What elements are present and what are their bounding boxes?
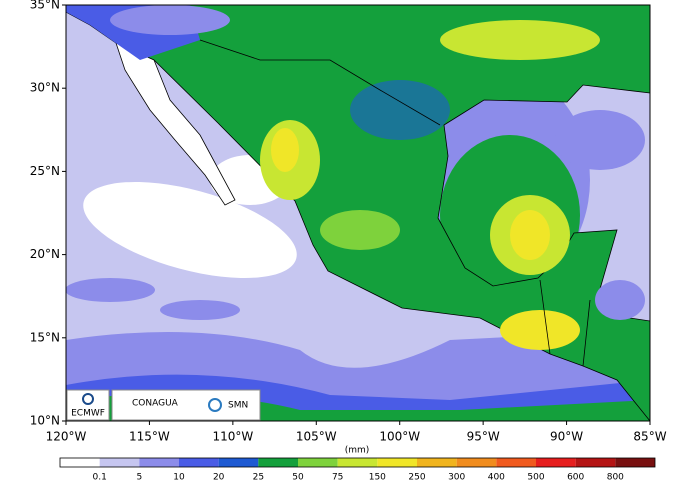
colorbar-box (60, 458, 100, 467)
wet-land (500, 310, 580, 350)
colorbar-box (575, 458, 616, 467)
dry-area (595, 280, 645, 320)
map-area: ECMWF CONAGUA SMN (66, 5, 650, 421)
wet-land (271, 128, 299, 172)
logo-strip: ECMWF CONAGUA SMN (66, 389, 261, 421)
y-tick-label: 35°N (30, 0, 60, 12)
colorbar-box (496, 458, 536, 467)
colorbar-box (377, 458, 417, 467)
colorbar-box (99, 458, 140, 467)
colorbar-label: 300 (448, 473, 465, 483)
wet-land (440, 20, 600, 60)
colorbar-label: 50 (292, 473, 304, 483)
x-tick-label: 90°W (550, 430, 583, 444)
colorbar-box (536, 458, 576, 467)
y-tick-label: 20°N (30, 247, 60, 261)
y-tick-label: 15°N (30, 330, 60, 344)
colorbar-box (298, 458, 338, 467)
colorbar-box (179, 458, 219, 467)
logo-text: CONAGUA (132, 399, 179, 409)
colorbar-box (417, 458, 457, 467)
colorbar-label: 250 (408, 473, 425, 483)
dry-area (83, 182, 297, 278)
wet-land (320, 210, 400, 250)
colorbar-box (337, 458, 378, 467)
wet-band (160, 300, 240, 320)
colorbar-label: 10 (173, 473, 185, 483)
gulf-rain (555, 110, 645, 170)
border (539, 279, 591, 367)
colorbar-box (218, 458, 259, 467)
colorbar-box (456, 458, 497, 467)
y-tick-label: 25°N (30, 164, 60, 178)
logo-box (111, 389, 261, 421)
colorbar-box (615, 458, 655, 467)
logo-icon (208, 398, 222, 412)
colorbar-box (258, 458, 298, 467)
y-tick-label: 10°N (30, 414, 60, 428)
logo-icon (82, 393, 94, 405)
x-tick-label: 100°W (379, 430, 420, 444)
x-tick-label: 85°W (633, 430, 666, 444)
colorbar-label: 150 (369, 473, 386, 483)
x-tick-label: 110°W (212, 430, 253, 444)
x-tick-label: 105°W (296, 430, 337, 444)
baja-california (115, 42, 236, 206)
colorbar-label: 600 (567, 473, 584, 483)
colorbar-label: 75 (332, 473, 343, 483)
colorbar-box (139, 458, 179, 467)
colorbar-label: 500 (527, 473, 544, 483)
x-tick-label: 120°W (46, 430, 87, 444)
plot-frame (65, 4, 651, 422)
colorbar-label: 20 (213, 473, 225, 483)
x-tick-label: 115°W (129, 430, 170, 444)
colorbar-label: 400 (488, 473, 505, 483)
colorbar-frame (59, 457, 656, 468)
x-tick-label: 95°W (467, 430, 500, 444)
logo-text: ECMWF (71, 409, 105, 419)
wet-band (66, 278, 155, 302)
wet-land (510, 210, 550, 260)
colorbar: 0.1 5 10 20 25 50 75 150 250 300 400 500 600 800 (59, 457, 656, 483)
border (199, 39, 441, 126)
dry-land (110, 5, 230, 35)
logo-text: SMN (228, 401, 248, 411)
colorbar-label: 5 (136, 473, 142, 483)
colorbar-label: 800 (607, 473, 624, 483)
colorbar-label: 0.1 (93, 473, 107, 483)
y-tick-label: 30°N (30, 81, 60, 95)
dry-land (350, 80, 450, 140)
colorbar-unit: (mm) (345, 446, 370, 456)
colorbar-label: 25 (253, 473, 264, 483)
